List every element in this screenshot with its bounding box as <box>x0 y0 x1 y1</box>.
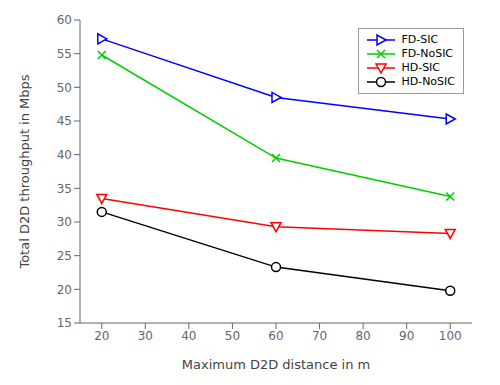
svg-text:15: 15 <box>57 316 72 330</box>
html-text:FD-SIC: FD-SIC <box>401 33 439 46</box>
svg-text:Total D2D throughput in Mbps: Total D2D throughput in Mbps <box>17 74 32 269</box>
html-text:HD-SIC: HD-SIC <box>401 61 440 74</box>
svg-text:50: 50 <box>57 81 72 95</box>
svg-text:30: 30 <box>138 329 153 343</box>
svg-text:60: 60 <box>57 13 72 27</box>
svg-text:60: 60 <box>268 329 283 343</box>
svg-text:40: 40 <box>181 329 196 343</box>
svg-text:20: 20 <box>57 283 72 297</box>
svg-text:20: 20 <box>94 329 109 343</box>
html-text:FD-NoSIC: FD-NoSIC <box>401 47 454 60</box>
svg-text:50: 50 <box>225 329 240 343</box>
svg-text:30: 30 <box>57 215 72 229</box>
html-text:HD-NoSIC: HD-NoSIC <box>401 75 455 88</box>
svg-text:35: 35 <box>57 182 72 196</box>
svg-text:25: 25 <box>57 249 72 263</box>
svg-text:Maximum D2D distance in m: Maximum D2D distance in m <box>182 357 370 372</box>
svg-text:100: 100 <box>439 329 462 343</box>
svg-text:80: 80 <box>355 329 370 343</box>
svg-text:70: 70 <box>312 329 327 343</box>
svg-text:40: 40 <box>57 148 72 162</box>
svg-text:45: 45 <box>57 114 72 128</box>
svg-text:55: 55 <box>57 47 72 61</box>
svg-text:90: 90 <box>399 329 414 343</box>
